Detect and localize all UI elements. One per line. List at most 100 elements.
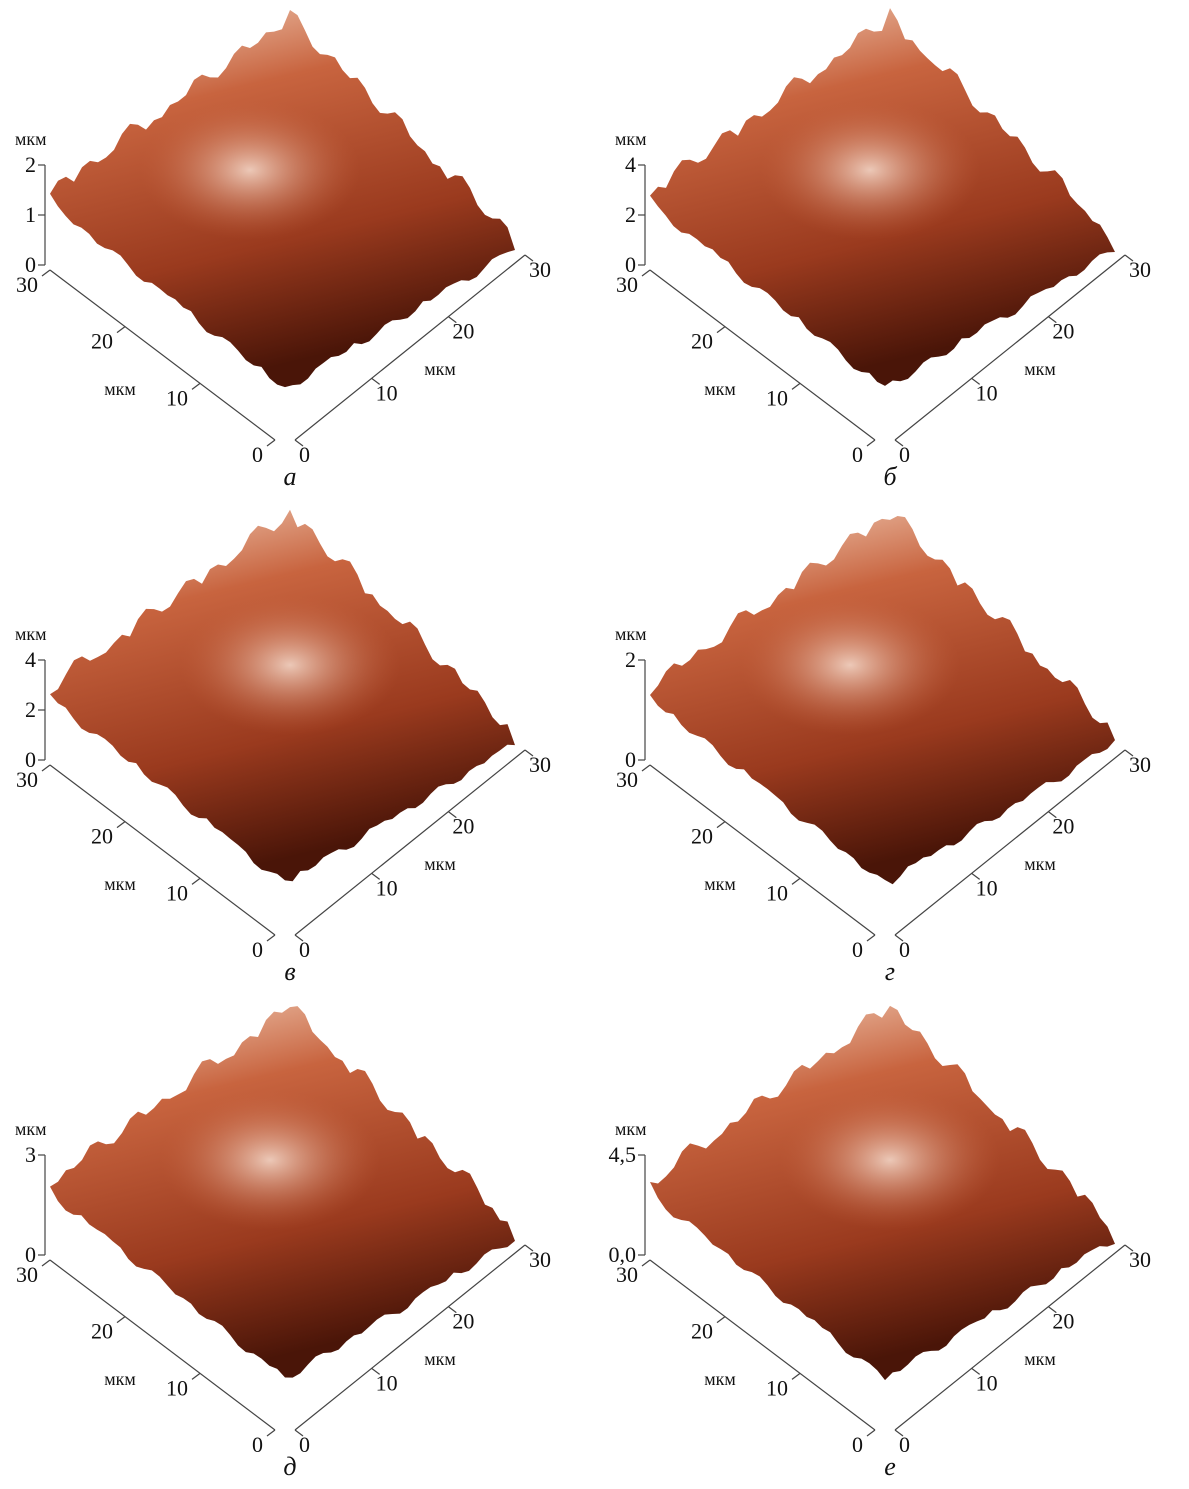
left-tick-label: 30 <box>16 1262 38 1287</box>
panel: мкм0,04,53020100мкм0102030мкме <box>609 1006 1152 1481</box>
left-tick <box>717 1317 725 1323</box>
left-tick <box>192 878 200 884</box>
right-tick-label: 10 <box>376 380 398 405</box>
right-tick-label: 10 <box>376 1370 398 1395</box>
left-tick <box>267 1430 275 1436</box>
left-tick <box>192 1373 200 1379</box>
right-tick-label: 10 <box>976 1370 998 1395</box>
left-tick-label: 10 <box>766 880 788 905</box>
left-tick <box>642 765 650 771</box>
right-tick-label: 30 <box>529 752 551 777</box>
surface-highlight <box>760 100 980 240</box>
z-axis-label: мкм <box>15 1119 47 1139</box>
z-tick-label: 4,5 <box>609 1142 637 1167</box>
panel: мкм0243020100мкм0102030мкмв <box>15 510 551 986</box>
right-tick-label: 20 <box>1052 1309 1074 1334</box>
left-axis-label: мкм <box>104 379 136 399</box>
z-axis-label: мкм <box>615 129 647 149</box>
figure: мкм0123020100мкм0102030мкмамкм0243020100… <box>0 0 1189 1484</box>
caption: д <box>283 1452 296 1481</box>
z-axis-label: мкм <box>615 624 647 644</box>
right-tick-label: 20 <box>452 814 474 839</box>
right-tick-label: 0 <box>299 1432 310 1457</box>
z-tick-label: 3 <box>25 1142 36 1167</box>
surface-highlight <box>180 595 400 735</box>
right-tick-label: 30 <box>529 1247 551 1272</box>
right-tick-label: 0 <box>299 937 310 962</box>
left-tick <box>792 878 800 884</box>
left-tick-label: 10 <box>166 385 188 410</box>
right-tick-label: 20 <box>452 319 474 344</box>
right-axis-label: мкм <box>1024 854 1056 874</box>
z-axis-label: мкм <box>15 624 47 644</box>
left-tick-label: 10 <box>766 1375 788 1400</box>
surface-highlight <box>160 1090 380 1230</box>
z-axis-label: мкм <box>615 1119 647 1139</box>
caption: в <box>284 957 295 986</box>
right-tick-label: 30 <box>1129 1247 1151 1272</box>
left-tick <box>867 935 875 941</box>
z-tick-label: 1 <box>25 202 36 227</box>
left-tick-label: 0 <box>252 1432 263 1457</box>
left-tick <box>42 270 50 276</box>
z-tick-label: 2 <box>625 647 636 672</box>
right-tick-label: 0 <box>899 937 910 962</box>
left-tick <box>267 440 275 446</box>
right-tick-label: 30 <box>1129 752 1151 777</box>
left-tick-label: 0 <box>252 442 263 467</box>
left-tick-label: 10 <box>166 1375 188 1400</box>
z-tick-label: 2 <box>25 152 36 177</box>
left-axis-label: мкм <box>704 1369 736 1389</box>
left-tick <box>792 1373 800 1379</box>
right-axis-label: мкм <box>1024 359 1056 379</box>
left-tick-label: 0 <box>252 937 263 962</box>
left-tick-label: 30 <box>616 1262 638 1287</box>
left-tick-label: 30 <box>616 767 638 792</box>
left-axis-label: мкм <box>704 874 736 894</box>
left-tick-label: 20 <box>691 329 713 354</box>
left-axis-label: мкм <box>104 874 136 894</box>
left-tick-label: 20 <box>691 1319 713 1344</box>
left-tick <box>42 765 50 771</box>
surface-highlight <box>740 595 960 735</box>
caption: б <box>883 462 897 491</box>
surface-highlight <box>780 1090 1000 1230</box>
left-tick-label: 30 <box>16 272 38 297</box>
right-tick-label: 0 <box>899 1432 910 1457</box>
left-tick <box>867 1430 875 1436</box>
left-tick <box>867 440 875 446</box>
left-tick <box>117 1317 125 1323</box>
left-tick <box>792 383 800 389</box>
left-axis-label: мкм <box>704 379 736 399</box>
z-axis-label: мкм <box>15 129 47 149</box>
left-tick <box>717 822 725 828</box>
left-tick <box>117 327 125 333</box>
left-tick <box>267 935 275 941</box>
left-tick-label: 20 <box>91 824 113 849</box>
right-tick-label: 10 <box>976 380 998 405</box>
left-tick <box>717 327 725 333</box>
z-tick-label: 4 <box>625 152 636 177</box>
left-tick-label: 20 <box>91 329 113 354</box>
right-tick-label: 0 <box>899 442 910 467</box>
left-tick <box>117 822 125 828</box>
surface-highlight <box>140 100 360 240</box>
left-tick <box>642 270 650 276</box>
caption: г <box>885 957 895 986</box>
right-axis-label: мкм <box>1024 1349 1056 1369</box>
right-tick-label: 10 <box>376 875 398 900</box>
left-tick-label: 0 <box>852 442 863 467</box>
right-tick-label: 10 <box>976 875 998 900</box>
left-axis-label: мкм <box>104 1369 136 1389</box>
left-tick-label: 30 <box>616 272 638 297</box>
z-tick-label: 2 <box>625 202 636 227</box>
panel: мкм033020100мкм0102030мкмд <box>15 1006 551 1481</box>
z-tick-label: 2 <box>25 697 36 722</box>
left-tick <box>192 383 200 389</box>
left-tick-label: 20 <box>691 824 713 849</box>
right-axis-label: мкм <box>424 359 456 379</box>
left-tick-label: 0 <box>852 1432 863 1457</box>
